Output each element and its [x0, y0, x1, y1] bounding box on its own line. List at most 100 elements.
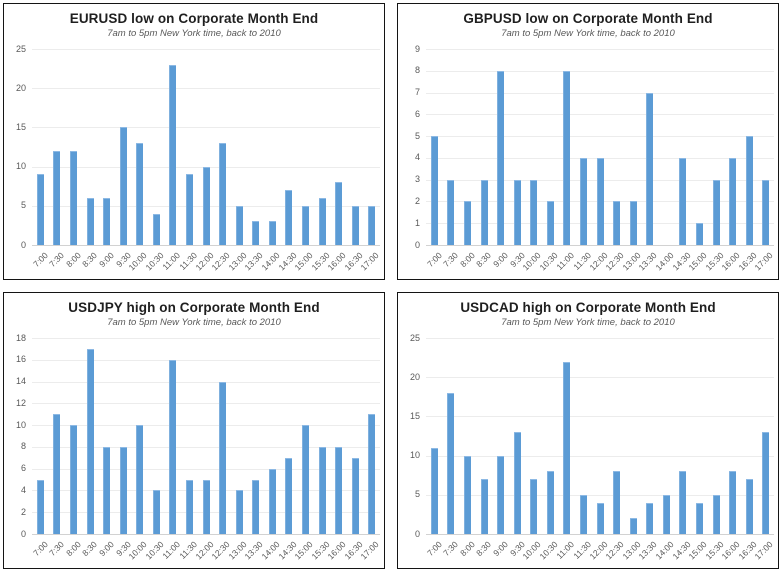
- bar-14:30: [679, 157, 687, 245]
- bar-13:00: [235, 490, 243, 534]
- bar-8:00: [463, 455, 471, 534]
- bar-7:00: [36, 174, 44, 245]
- bar-15:30: [318, 446, 326, 534]
- bar-17:00: [368, 205, 376, 245]
- x-axis-tick-label: 7:30: [47, 539, 67, 559]
- chart-panel-gbpusd-low: GBPUSD low on Corporate Month End 7am to…: [397, 3, 779, 280]
- bar-7:00: [430, 447, 438, 534]
- bar-8:30: [86, 197, 94, 245]
- y-axis-tick-label: 18: [15, 332, 26, 343]
- bar-17:00: [368, 414, 376, 534]
- bar-7:00: [36, 479, 44, 534]
- y-axis-tick-label: 14: [15, 376, 26, 387]
- bar-14:00: [268, 221, 276, 245]
- x-axis-tick-label: 14:00: [653, 539, 676, 562]
- bar-10:00: [136, 143, 144, 245]
- bar-16:30: [745, 136, 753, 245]
- x-axis-tick-label: 8:30: [80, 250, 100, 270]
- chart-title: USDCAD high on Corporate Month End: [460, 300, 716, 315]
- bar-15:00: [301, 425, 309, 534]
- bar-17:00: [762, 432, 770, 534]
- plot-area: 0 5 10 15 20 25 7:00 7:30 8:00 8:30 9:00 9:30 10:00 1…: [410, 333, 775, 561]
- bar-12:30: [613, 471, 621, 534]
- x-axis-tick-label: 15:00: [292, 250, 315, 273]
- bar-8:30: [86, 348, 94, 534]
- y-axis-tick-label: 12: [15, 397, 26, 408]
- bar-12:00: [596, 157, 604, 245]
- bar-13:30: [252, 479, 260, 534]
- chart-title: USDJPY high on Corporate Month End: [68, 300, 320, 315]
- gridline: [426, 455, 774, 457]
- y-axis-tick-label: 6: [20, 463, 26, 474]
- bar-10:30: [152, 213, 160, 245]
- chart-subtitle: 7am to 5pm New York time, back to 2010: [107, 317, 281, 328]
- x-axis-tick-label: 7:00: [424, 539, 444, 559]
- plot-area: 0 5 10 15 20 25 7:00 7:30 8:00 8:30 9:00 9:30 10:00 1…: [16, 44, 381, 272]
- x-axis-tick-label: 8:00: [458, 539, 477, 559]
- x-axis-tick-label: 7:00: [30, 539, 50, 559]
- bar-12:30: [219, 381, 227, 534]
- gridline: [32, 403, 380, 405]
- x-axis-tick-label: 8:00: [64, 539, 83, 559]
- x-axis-line: [426, 534, 774, 535]
- bar-16:30: [745, 479, 753, 534]
- y-axis-tick-label: 5: [414, 130, 420, 141]
- chart-title: GBPUSD low on Corporate Month End: [463, 11, 713, 26]
- bar-13:30: [646, 502, 654, 534]
- gridline: [426, 377, 774, 379]
- bar-16:00: [729, 471, 737, 534]
- bar-11:00: [169, 64, 177, 245]
- gridline: [426, 416, 774, 418]
- bar-10:30: [546, 201, 554, 245]
- gridline: [32, 381, 380, 383]
- bar-12:00: [202, 479, 210, 534]
- bar-12:30: [219, 143, 227, 245]
- y-axis-tick-label: 5: [414, 489, 420, 500]
- gridline: [426, 338, 774, 339]
- gridline: [32, 359, 380, 361]
- bar-16:30: [351, 205, 359, 245]
- bar-10:00: [530, 479, 538, 534]
- y-axis-tick-label: 2: [414, 195, 420, 206]
- bar-15:00: [301, 205, 309, 245]
- gridline: [32, 338, 380, 339]
- chart-panel-eurusd-low: EURUSD low on Corporate Month End 7am to…: [3, 3, 385, 280]
- chart-panel-usdcad-high: USDCAD high on Corporate Month End 7am t…: [397, 292, 779, 569]
- bar-10:00: [136, 425, 144, 534]
- bar-7:30: [447, 179, 455, 245]
- x-axis-tick-label: 14:00: [259, 539, 282, 562]
- x-axis-tick-label: 9:00: [491, 250, 510, 270]
- chart-subtitle: 7am to 5pm New York time, back to 2010: [501, 317, 675, 328]
- y-axis-tick-label: 4: [20, 484, 26, 495]
- bar-10:30: [546, 471, 554, 534]
- x-axis-line: [32, 245, 380, 246]
- bar-7:30: [447, 392, 455, 534]
- bar-9:30: [513, 432, 521, 534]
- x-axis-tick-label: 17:00: [358, 539, 382, 562]
- x-axis-tick-label: 9:00: [491, 539, 510, 559]
- y-axis-tick-label: 20: [409, 371, 420, 382]
- bar-15:00: [695, 502, 703, 534]
- bar-11:30: [185, 479, 193, 534]
- x-axis-tick-label: 7:30: [441, 539, 461, 559]
- bar-15:30: [318, 197, 326, 245]
- x-axis-tick-label: 7:30: [47, 250, 67, 270]
- x-axis-tick-label: 7:00: [424, 250, 444, 270]
- x-axis-tick-label: 7:00: [30, 250, 50, 270]
- gridline: [32, 446, 380, 448]
- x-axis-tick-label: 11:30: [571, 539, 593, 561]
- bar-14:00: [662, 494, 670, 534]
- x-axis-line: [32, 534, 380, 535]
- x-axis-tick-label: 14:00: [653, 250, 676, 273]
- y-axis-tick-label: 0: [20, 239, 26, 250]
- y-axis-tick-label: 20: [15, 82, 26, 93]
- gridline: [426, 70, 774, 72]
- bar-13:30: [252, 221, 260, 245]
- bar-11:30: [185, 174, 193, 245]
- gridline: [426, 494, 774, 496]
- x-axis-tick-label: 8:30: [474, 250, 494, 270]
- bar-16:00: [729, 157, 737, 245]
- bar-13:00: [629, 518, 637, 534]
- gridline: [426, 136, 774, 138]
